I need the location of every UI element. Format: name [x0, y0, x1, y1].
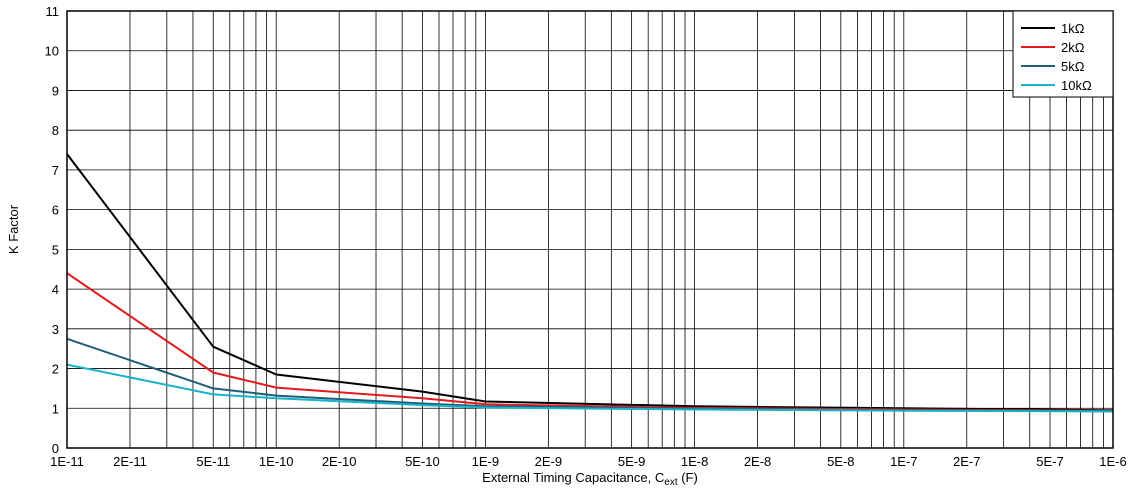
- x-tick-label: 5E-11: [196, 454, 230, 469]
- y-tick-label: 9: [52, 83, 59, 98]
- x-tick-label: 2E-8: [744, 454, 771, 469]
- x-axis-label: External Timing Capacitance, Cext (F): [482, 470, 698, 488]
- grid-lines: [67, 11, 1113, 448]
- y-tick-label: 10: [45, 44, 59, 59]
- x-tick-label: 5E-8: [827, 454, 854, 469]
- x-tick-label: 1E-7: [890, 454, 917, 469]
- x-axis-label-suffix: (F): [678, 470, 698, 485]
- y-tick-labels: 0 1 2 3 4 5 6 7 8 9 10 11: [45, 4, 59, 456]
- x-tick-label: 5E-9: [618, 454, 645, 469]
- x-tick-label: 2E-7: [953, 454, 980, 469]
- x-tick-label: 1E-6: [1099, 454, 1126, 469]
- y-tick-label: 4: [52, 282, 59, 297]
- legend: 1kΩ 2kΩ 5kΩ 10kΩ: [1012, 10, 1114, 98]
- legend-label: 10kΩ: [1061, 78, 1092, 93]
- plot-frame: [66, 10, 1114, 449]
- legend-label: 2kΩ: [1061, 40, 1085, 55]
- legend-label: 1kΩ: [1061, 21, 1085, 36]
- y-axis-label: K Factor: [6, 204, 21, 254]
- y-tick-label: 3: [52, 322, 59, 337]
- x-tick-label: 1E-9: [472, 454, 499, 469]
- y-tick-label: 0: [52, 441, 59, 456]
- x-axis-label-main: External Timing Capacitance, C: [482, 470, 664, 485]
- x-tick-label: 1E-8: [681, 454, 708, 469]
- x-tick-labels: 1E-11 2E-11 5E-11 1E-10 2E-10 5E-10 1E-9 2E-9 5E…: [50, 454, 1127, 469]
- y-tick-label: 5: [52, 242, 59, 257]
- x-tick-label: 1E-11: [50, 454, 84, 469]
- y-tick-label: 1: [52, 401, 59, 416]
- x-tick-label: 5E-7: [1036, 454, 1063, 469]
- y-tick-label: 7: [52, 163, 59, 178]
- x-tick-label: 1E-10: [259, 454, 294, 469]
- legend-label: 5kΩ: [1061, 59, 1085, 74]
- y-tick-label: 8: [52, 123, 59, 138]
- x-tick-label: 2E-11: [113, 454, 147, 469]
- y-tick-label: 11: [46, 4, 60, 19]
- y-tick-label: 2: [52, 362, 59, 377]
- series-lines: [66, 153, 1114, 413]
- y-tick-label: 6: [52, 203, 59, 218]
- x-tick-label: 2E-10: [322, 454, 357, 469]
- legend-box: [1012, 10, 1114, 98]
- series-line-1: [66, 153, 1114, 412]
- x-tick-label: 2E-9: [535, 454, 562, 469]
- x-tick-label: 5E-10: [405, 454, 440, 469]
- series-line-4: [66, 363, 1114, 413]
- x-axis-label-subscript: ext: [664, 477, 678, 488]
